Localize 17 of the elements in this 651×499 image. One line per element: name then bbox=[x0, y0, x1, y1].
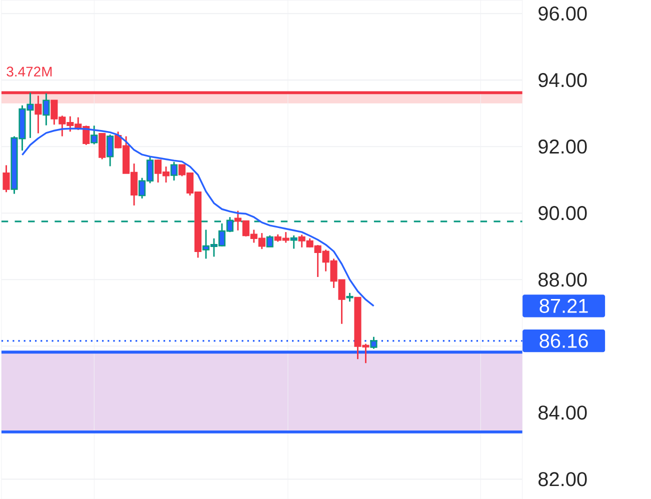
y-tick-label: 90.00 bbox=[538, 206, 587, 220]
y-tick-label: 88.00 bbox=[538, 272, 587, 286]
y-tick-label: 84.00 bbox=[538, 405, 587, 420]
y-tick-label: 96.00 bbox=[538, 6, 587, 20]
candlestick bbox=[98, 132, 106, 160]
text: 87.21 bbox=[540, 298, 588, 313]
y-tick-label: 94.00 bbox=[538, 72, 587, 87]
candlestick bbox=[290, 234, 298, 250]
candlestick bbox=[106, 134, 114, 167]
candlestick bbox=[42, 92, 50, 126]
candlestick bbox=[266, 234, 274, 248]
y-tick-label: 92.00 bbox=[538, 139, 587, 154]
ref-line-label: 86.16 bbox=[540, 334, 588, 348]
candlestick bbox=[2, 164, 10, 193]
candlestick bbox=[170, 160, 178, 182]
annotation: 3.472M bbox=[6, 66, 52, 76]
y-tick-label: 82.00 bbox=[538, 472, 587, 486]
